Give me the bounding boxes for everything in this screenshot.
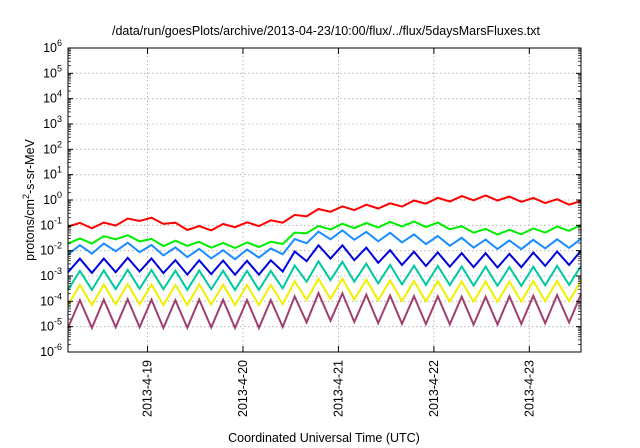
series-line-3	[67, 229, 582, 261]
y-tick-label: 103	[43, 114, 62, 131]
y-tick-label: 10-2	[40, 241, 62, 258]
series-line-6	[67, 276, 582, 308]
x-axis-label: Coordinated Universal Time (UTC)	[228, 431, 420, 445]
y-tick-label: 101	[43, 165, 62, 182]
series-line-7	[67, 290, 582, 331]
y-axis-label-suffix: -s-sr-MeV	[23, 138, 37, 194]
series-line-1	[67, 194, 582, 232]
y-tick-label: 10-5	[40, 317, 62, 334]
y-tick-label: 106	[43, 38, 62, 55]
series-line-5	[67, 259, 582, 292]
y-tick-label: 102	[43, 139, 62, 156]
y-tick-label: 100	[43, 190, 62, 207]
y-axis-ticks: 10-6 10-5 10-4 10-3 10-2 10-1 100 101 102 103 104 1…	[40, 38, 581, 359]
series-line-2	[67, 220, 582, 250]
x-tick-label: 2013-4-22	[427, 360, 441, 417]
y-axis-label-prefix: protons/cm	[23, 199, 37, 261]
series-group	[67, 194, 582, 331]
y-tick-label: 10-3	[40, 266, 62, 283]
series-line-4	[67, 243, 582, 277]
x-tick-label: 2013-4-21	[331, 360, 345, 417]
chart-title: /data/run/goesPlots/archive/2013-04-23/1…	[112, 24, 541, 38]
y-tick-label: 104	[43, 89, 62, 106]
x-axis-ticks: 2013-4-19 2013-4-20 2013-4-21 2013-4-22 2013…	[141, 48, 536, 417]
y-tick-label: 10-1	[40, 215, 62, 232]
x-tick-label: 2013-4-20	[236, 360, 250, 417]
x-tick-label: 2013-4-23	[522, 360, 536, 417]
y-axis-label-sup: 2	[21, 194, 31, 199]
y-tick-label: 10-4	[40, 291, 62, 308]
y-axis-label: protons/cm2-s-sr-MeV	[21, 138, 37, 260]
y-tick-label: 10-6	[40, 342, 62, 359]
x-tick-label: 2013-4-19	[141, 360, 155, 417]
y-tick-label: 105	[43, 63, 62, 80]
